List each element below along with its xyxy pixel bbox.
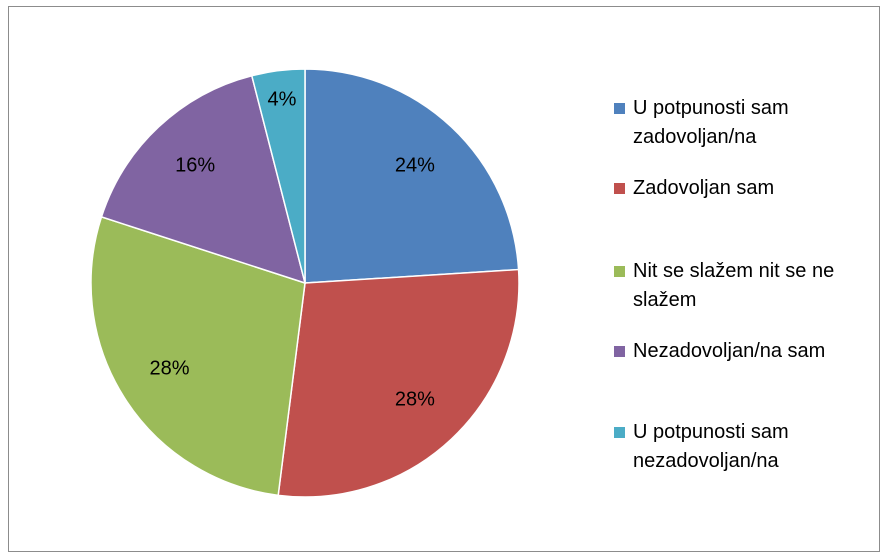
legend-label: U potpunosti sam zadovoljan/na — [633, 97, 789, 148]
data-label: 4% — [267, 89, 296, 111]
pie-slice — [90, 215, 306, 497]
pie-slice — [304, 68, 520, 284]
legend-label: Zadovoljan sam — [633, 177, 775, 199]
data-label: 28% — [395, 388, 435, 410]
legend-swatch — [614, 427, 625, 438]
legend-swatch — [614, 183, 625, 194]
legend-item: Nezadovoljan/na sam — [614, 337, 864, 366]
data-label: 28% — [149, 357, 189, 379]
legend-swatch — [614, 346, 625, 357]
legend-item: U potpunosti sam nezadovoljan/na — [614, 418, 864, 476]
legend-item: Nit se slažem nit se ne slažem — [614, 257, 864, 315]
legend-label: Nezadovoljan/na sam — [633, 340, 826, 362]
pie-slice — [100, 74, 307, 285]
data-label: 16% — [175, 154, 215, 176]
pie-slice — [277, 268, 520, 498]
legend-label: Nit se slažem nit se ne slažem — [633, 260, 835, 311]
data-label: 24% — [395, 154, 435, 176]
legend-label: U potpunosti sam nezadovoljan/na — [633, 421, 789, 472]
legend-item: U potpunosti sam zadovoljan/na — [614, 94, 864, 152]
pie-slice — [250, 68, 306, 284]
legend-swatch — [614, 103, 625, 114]
legend-swatch — [614, 266, 625, 277]
legend-item: Zadovoljan sam — [614, 174, 864, 203]
chart-border — [8, 6, 880, 552]
